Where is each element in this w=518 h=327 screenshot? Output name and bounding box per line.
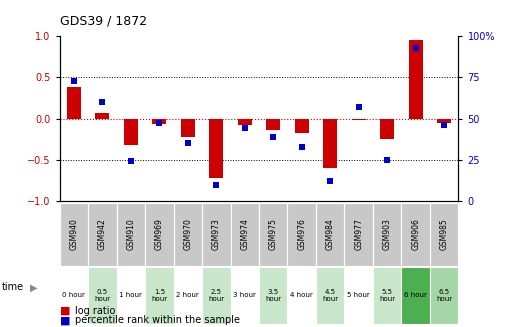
Bar: [88, 267, 117, 324]
Bar: [95, 113, 109, 118]
Text: 3 hour: 3 hour: [233, 292, 256, 298]
Bar: [202, 267, 231, 324]
Bar: [60, 203, 88, 266]
Bar: [401, 203, 430, 266]
Text: log ratio: log ratio: [75, 305, 116, 316]
Bar: [259, 203, 287, 266]
Text: GSM976: GSM976: [297, 218, 306, 250]
Bar: [430, 267, 458, 324]
Bar: [316, 267, 344, 324]
Bar: [352, 118, 366, 120]
Text: GSM977: GSM977: [354, 218, 363, 250]
Bar: [124, 118, 138, 145]
Text: time: time: [2, 282, 24, 292]
Text: percentile rank within the sample: percentile rank within the sample: [75, 315, 240, 325]
Text: 0 hour: 0 hour: [62, 292, 85, 298]
Text: 2 hour: 2 hour: [177, 292, 199, 298]
Bar: [373, 267, 401, 324]
Text: ▶: ▶: [30, 282, 37, 292]
Text: GSM906: GSM906: [411, 218, 420, 250]
Bar: [181, 118, 195, 137]
Text: 0.5
hour: 0.5 hour: [94, 289, 110, 302]
Bar: [437, 118, 451, 124]
Text: GSM975: GSM975: [269, 218, 278, 250]
Text: 4.5
hour: 4.5 hour: [322, 289, 338, 302]
Text: GSM974: GSM974: [240, 218, 249, 250]
Bar: [145, 203, 174, 266]
Text: GSM903: GSM903: [383, 218, 392, 250]
Bar: [145, 267, 174, 324]
Bar: [117, 267, 145, 324]
Text: 3.5
hour: 3.5 hour: [265, 289, 281, 302]
Text: 2.5
hour: 2.5 hour: [208, 289, 224, 302]
Bar: [117, 203, 145, 266]
Text: ■: ■: [60, 315, 70, 325]
Text: ■: ■: [60, 305, 70, 316]
Bar: [67, 87, 81, 118]
Text: 6.5
hour: 6.5 hour: [436, 289, 452, 302]
Text: 6 hour: 6 hour: [404, 292, 427, 298]
Bar: [60, 267, 88, 324]
Bar: [373, 203, 401, 266]
Bar: [295, 118, 309, 133]
Text: 5 hour: 5 hour: [348, 292, 370, 298]
Text: GSM910: GSM910: [126, 218, 135, 250]
Bar: [287, 203, 316, 266]
Bar: [88, 203, 117, 266]
Text: GSM985: GSM985: [440, 218, 449, 250]
Bar: [259, 267, 287, 324]
Bar: [380, 118, 394, 139]
Text: 1 hour: 1 hour: [119, 292, 142, 298]
Bar: [316, 203, 344, 266]
Text: 1.5
hour: 1.5 hour: [151, 289, 167, 302]
Text: GSM969: GSM969: [155, 218, 164, 250]
Text: 4 hour: 4 hour: [291, 292, 313, 298]
Bar: [323, 118, 337, 168]
Bar: [409, 40, 423, 118]
Text: GSM942: GSM942: [98, 218, 107, 250]
Bar: [174, 203, 202, 266]
Text: GDS39 / 1872: GDS39 / 1872: [60, 15, 147, 28]
Text: GSM973: GSM973: [212, 218, 221, 250]
Bar: [231, 203, 259, 266]
Text: GSM984: GSM984: [326, 218, 335, 250]
Bar: [344, 267, 373, 324]
Text: GSM940: GSM940: [69, 218, 78, 250]
Text: 5.5
hour: 5.5 hour: [379, 289, 395, 302]
Text: GSM970: GSM970: [183, 218, 192, 250]
Bar: [202, 203, 231, 266]
Bar: [344, 203, 373, 266]
Bar: [430, 203, 458, 266]
Bar: [209, 118, 223, 178]
Bar: [401, 267, 430, 324]
Bar: [152, 118, 166, 124]
Bar: [266, 118, 280, 130]
Bar: [231, 267, 259, 324]
Bar: [174, 267, 202, 324]
Bar: [238, 118, 252, 125]
Bar: [287, 267, 316, 324]
